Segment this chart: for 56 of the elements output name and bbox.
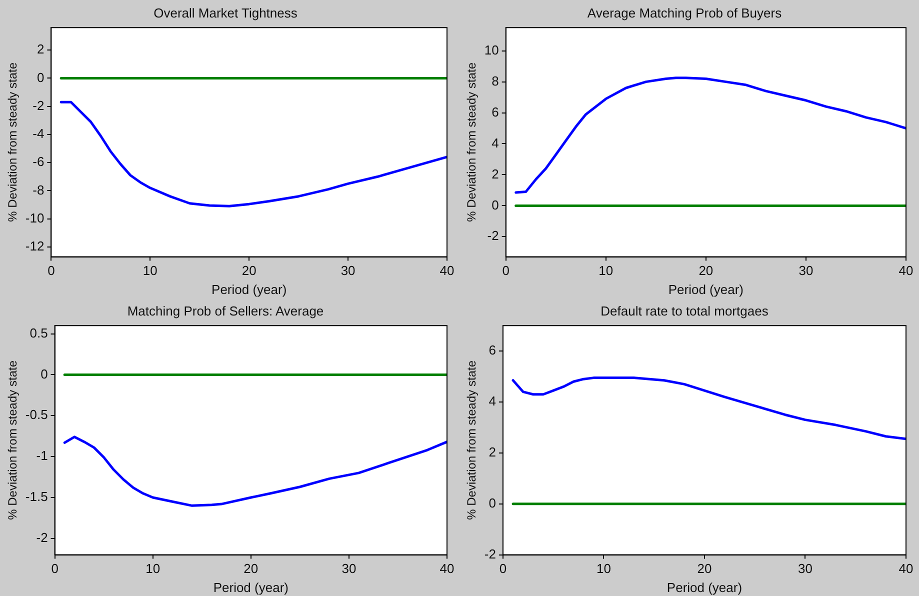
x-tick-label: 20 [697,561,712,576]
x-tick-label: 40 [898,561,914,576]
y-axis-title: % Deviation from steady state [6,360,20,520]
x-tick-label: 10 [142,263,158,278]
y-tick-label: 8 [492,73,499,88]
y-tick-label: 0.5 [30,325,48,340]
x-tick-label: 30 [340,263,356,278]
chart-title: Average Matching Prob of Buyers [587,5,782,20]
x-tick-label: 20 [242,263,256,278]
x-axis-title: Period (year) [666,580,742,595]
y-axis-title: % Deviation from steady state [6,62,20,222]
y-tick-label: 0 [36,70,44,85]
y-tick-label: 2 [492,166,499,182]
y-tick-label: -10 [25,210,44,226]
x-tick-label: 0 [51,561,58,576]
y-tick-label: -4 [32,126,44,142]
y-tick-label: -2 [32,98,44,113]
y-tick-label: 0 [492,197,499,212]
x-tick-label: 10 [146,561,160,576]
x-axis-title: Period (year) [212,282,287,297]
chart-title: Overall Market Tightness [154,5,298,20]
x-tick-label: 20 [244,561,258,576]
x-tick-label: 30 [798,263,814,278]
x-tick-label: 0 [502,263,510,278]
y-tick-label: 2 [488,444,496,460]
x-tick-label: 40 [440,263,454,278]
x-tick-label: 10 [598,263,614,278]
chart-title: Matching Prob of Sellers: Average [127,303,324,318]
y-tick-label: -2 [484,546,496,562]
y-tick-label: 6 [492,104,499,120]
y-tick-label: 0 [488,495,496,510]
y-tick-label: -0.5 [25,407,48,422]
y-tick-label: 10 [484,42,499,58]
x-tick-label: 40 [898,263,914,278]
x-axis-title: Period (year) [213,580,288,595]
y-tick-label: -6 [32,154,44,170]
x-tick-label: 20 [698,263,714,278]
y-tick-label: -2 [487,228,499,244]
x-tick-label: 10 [596,561,611,576]
y-axis-title: % Deviation from steady state [464,62,479,222]
y-tick-label: 6 [488,342,496,358]
y-tick-label: 4 [488,394,496,409]
chart-title: Default rate to total mortgaes [600,303,769,318]
x-axis-title: Period (year) [668,282,744,297]
y-tick-label: 0 [40,366,48,382]
y-tick-label: 4 [492,135,499,150]
y-tick-label: -1 [36,448,48,464]
y-tick-label: -1.5 [25,489,48,504]
y-tick-label: -2 [36,530,48,546]
y-tick-label: 2 [36,42,44,57]
x-tick-label: 40 [440,561,454,576]
y-axis-title: % Deviation from steady state [464,360,479,520]
y-tick-label: -8 [32,182,44,198]
x-tick-label: 30 [798,561,812,576]
x-tick-label: 30 [342,561,356,576]
y-tick-label: -12 [25,238,44,254]
